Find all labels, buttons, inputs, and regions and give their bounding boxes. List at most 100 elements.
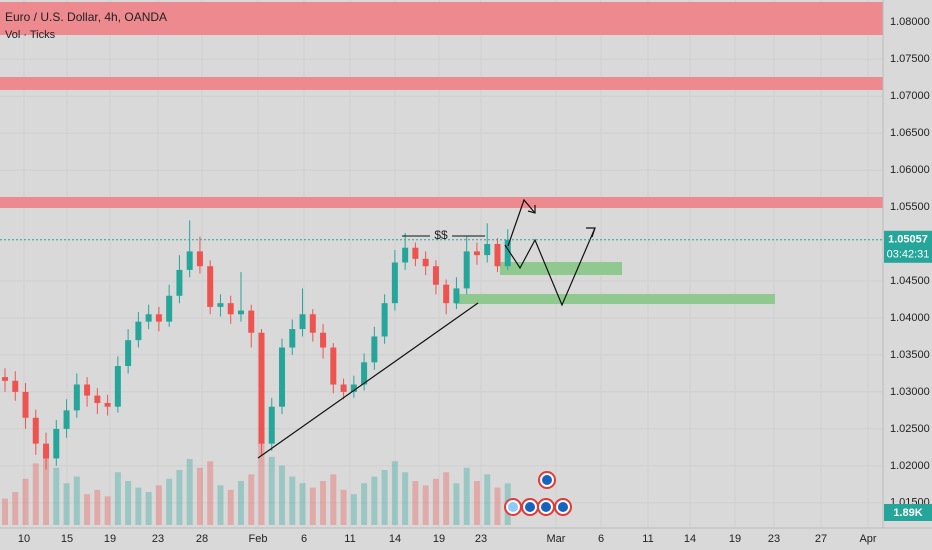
candle-body xyxy=(309,314,316,333)
candle-body xyxy=(73,384,80,411)
x-tick-label: 28 xyxy=(196,533,208,545)
arrow-head xyxy=(586,227,596,238)
annotation: $$ xyxy=(434,228,448,242)
candle-body xyxy=(402,247,409,263)
candle-body xyxy=(443,284,450,304)
resistance-zone xyxy=(0,77,883,90)
candle-body xyxy=(94,395,101,403)
candle-body xyxy=(268,406,275,444)
candle-body xyxy=(53,428,60,459)
x-tick-label: Feb xyxy=(249,533,268,545)
support-zone xyxy=(455,294,775,304)
volume-bar xyxy=(84,494,91,525)
y-tick-label: 1.04000 xyxy=(890,312,930,324)
candle-body xyxy=(463,251,470,289)
volume-bar xyxy=(207,461,214,525)
resistance-zone xyxy=(0,197,883,208)
y-tick-label: 1.08000 xyxy=(890,16,930,28)
candle-body xyxy=(432,266,439,285)
candle-body xyxy=(289,329,296,348)
x-tick-label: Mar xyxy=(547,533,566,545)
arrow-head xyxy=(527,205,536,214)
candle-body xyxy=(361,362,368,385)
volume-bar xyxy=(330,474,337,525)
volume-bar xyxy=(443,472,450,525)
volume-bar xyxy=(176,470,183,525)
volume-bar xyxy=(73,476,80,525)
candle-body xyxy=(217,303,224,307)
volume-bar xyxy=(340,489,347,525)
candle-body xyxy=(43,443,50,459)
candle-body xyxy=(114,366,121,407)
candle-body xyxy=(484,244,491,256)
candle-body xyxy=(2,377,8,381)
candle-body xyxy=(422,258,429,267)
volume-bar xyxy=(63,483,70,525)
candle-body xyxy=(381,303,388,337)
volume-box xyxy=(884,504,932,521)
candle-body xyxy=(227,303,234,315)
x-tick-label: 23 xyxy=(475,533,487,545)
volume-bar xyxy=(320,481,327,525)
volume-bar xyxy=(237,481,244,525)
x-tick-label: 14 xyxy=(684,533,696,545)
candle-body xyxy=(412,247,419,259)
x-tick-label: 23 xyxy=(768,533,780,545)
volume-bar xyxy=(248,474,255,525)
x-tick-label: 6 xyxy=(301,533,307,545)
volume-bar xyxy=(494,487,501,525)
volume-label: 1.89K xyxy=(893,507,922,519)
candle-body xyxy=(279,347,286,407)
candle-body xyxy=(299,314,306,330)
volume-bar xyxy=(125,481,132,525)
candle-body xyxy=(135,321,142,341)
x-tick-label: Apr xyxy=(859,533,876,545)
axes: 1.08000 1.07500 1.07000 1.06500 1.06000 1.055… xyxy=(18,16,930,545)
current-price: 1.05057 xyxy=(888,234,928,246)
volume-bar xyxy=(453,483,460,525)
volume-bar xyxy=(227,489,234,525)
chart-title: Euro / U.S. Dollar, 4h, OANDA xyxy=(5,10,167,24)
volume-bar xyxy=(2,498,8,525)
volume-bar xyxy=(381,470,388,525)
volume-bar xyxy=(196,467,203,525)
volume-bar xyxy=(114,472,121,525)
volume-bar xyxy=(463,467,470,525)
candle-body xyxy=(494,244,501,267)
volume-bar xyxy=(350,494,357,525)
volume-bar xyxy=(422,485,429,525)
volume-bar xyxy=(391,461,398,525)
volume-bar xyxy=(186,459,193,525)
subtitle: Vol · Ticks xyxy=(5,29,56,41)
volume-bar xyxy=(22,478,29,525)
projection xyxy=(504,227,596,307)
candle-body xyxy=(473,251,480,256)
y-tick-label: 1.04500 xyxy=(890,275,930,287)
x-tick-label: 19 xyxy=(104,533,116,545)
y-tick-label: 1.02500 xyxy=(890,423,930,435)
y-tick-label: 1.06000 xyxy=(890,164,930,176)
volume-bar xyxy=(309,487,316,525)
x-tick-label: 6 xyxy=(598,533,604,545)
trend-line xyxy=(257,302,479,459)
volume-bar xyxy=(484,474,491,525)
candle-body xyxy=(340,384,347,392)
candle-body xyxy=(186,251,193,270)
volume-bar xyxy=(217,485,224,525)
timer: 03:42:31 xyxy=(887,249,930,261)
candle-body xyxy=(22,391,29,418)
volume-bar xyxy=(43,450,50,525)
x-tick-label: 19 xyxy=(729,533,741,545)
candle-body xyxy=(350,384,357,392)
candle-body xyxy=(320,332,327,348)
candle-body xyxy=(32,417,39,444)
candle-body xyxy=(125,340,132,367)
resistance-zone xyxy=(0,2,883,35)
x-tick-label: 11 xyxy=(642,533,653,545)
candle-body xyxy=(371,336,378,363)
candle-body xyxy=(145,314,152,322)
volume-bar xyxy=(289,476,296,525)
y-tick-label: 1.02000 xyxy=(890,460,930,472)
candle-body xyxy=(248,310,255,333)
volume-bar xyxy=(268,456,275,525)
